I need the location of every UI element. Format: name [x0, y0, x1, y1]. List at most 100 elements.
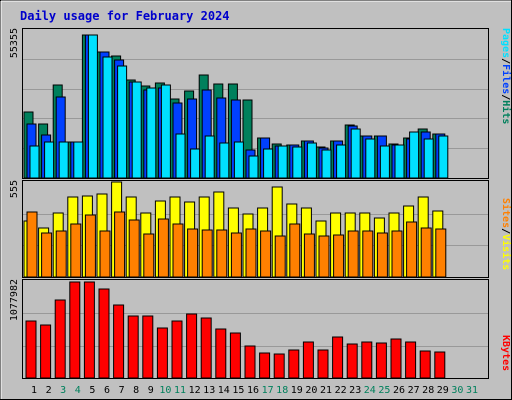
bar-pages-day-28	[423, 138, 434, 179]
bar-pages-day-8	[131, 81, 142, 179]
bar-pages-day-17	[263, 148, 274, 179]
day-label-3: 3	[60, 385, 66, 396]
day-label-14: 14	[218, 385, 230, 396]
legend-part: Hits	[500, 100, 512, 124]
bar-kbytes-day-4	[69, 281, 81, 379]
bar-kbytes-day-14	[215, 328, 227, 379]
bar-sites-day-5	[84, 214, 96, 278]
bar-sites-day-11	[172, 223, 184, 278]
day-label-26: 26	[393, 385, 405, 396]
bar-pages-day-23	[350, 128, 361, 179]
day-label-30: 30	[451, 385, 463, 396]
bar-kbytes-day-18	[273, 353, 285, 379]
bar-sites-day-23	[347, 230, 359, 278]
bar-pages-day-18	[277, 145, 288, 179]
bar-sites-day-14	[216, 229, 228, 278]
bar-sites-day-18	[274, 235, 286, 278]
day-label-23: 23	[349, 385, 361, 396]
bar-pages-day-15	[233, 141, 244, 179]
day-label-15: 15	[232, 385, 244, 396]
day-label-28: 28	[422, 385, 434, 396]
bar-pages-day-20	[306, 142, 317, 179]
bar-kbytes-day-22	[332, 336, 344, 379]
day-label-5: 5	[89, 385, 95, 396]
bar-pages-day-26	[394, 144, 405, 179]
day-label-13: 13	[203, 385, 215, 396]
day-label-8: 8	[133, 385, 139, 396]
legend-part: Sites	[500, 198, 512, 228]
bar-kbytes-day-29	[434, 351, 446, 379]
bar-kbytes-day-28	[419, 350, 431, 379]
bar-kbytes-day-6	[98, 288, 110, 379]
day-label-18: 18	[276, 385, 288, 396]
bar-sites-day-2	[41, 232, 53, 278]
bar-kbytes-day-10	[156, 327, 168, 379]
day-labels: 1 2 3 4 5 6 7 8 9 10 11 12 13 14 15 16 17 18 19 20 21 22 23 24 2…	[31, 385, 478, 396]
bar-pages-day-10	[160, 84, 171, 179]
bar-pages-day-6	[102, 56, 113, 179]
bar-sites-day-10	[157, 218, 169, 278]
bar-pages-day-11	[175, 133, 186, 179]
bar-kbytes-day-24	[361, 341, 373, 379]
bar-kbytes-day-2	[40, 324, 52, 379]
day-label-6: 6	[104, 385, 110, 396]
legend-part: KBytes	[500, 335, 511, 371]
day-label-21: 21	[320, 385, 332, 396]
bar-pages-day-22	[336, 144, 347, 179]
bars-layer	[23, 34, 488, 379]
day-label-27: 27	[408, 385, 420, 396]
visits-ymax-label: 555	[9, 180, 20, 198]
day-label-22: 22	[335, 385, 347, 396]
legend-part: Visits	[500, 234, 512, 270]
day-label-24: 24	[364, 385, 376, 396]
bar-kbytes-day-13	[200, 317, 212, 379]
day-label-10: 10	[159, 385, 171, 396]
legend-part: /	[500, 94, 511, 100]
day-label-20: 20	[305, 385, 317, 396]
bar-kbytes-day-5	[83, 281, 95, 379]
legend-sites-visits: Sites/Visits	[500, 198, 512, 270]
bar-kbytes-day-25	[375, 342, 387, 379]
day-label-29: 29	[437, 385, 449, 396]
day-label-12: 12	[189, 385, 201, 396]
bar-kbytes-day-23	[346, 343, 358, 379]
bar-kbytes-day-7	[113, 304, 125, 379]
bar-kbytes-day-26	[390, 338, 402, 379]
bar-sites-day-26	[391, 230, 403, 278]
bar-pages-day-7	[117, 65, 128, 179]
bar-kbytes-day-8	[127, 315, 139, 379]
bar-kbytes-day-21	[317, 349, 329, 379]
bar-pages-day-4	[73, 141, 84, 179]
bar-pages-day-5	[87, 34, 98, 179]
bar-sites-day-12	[187, 228, 199, 278]
bar-sites-day-22	[333, 234, 345, 278]
bar-sites-day-20	[303, 233, 315, 278]
bar-kbytes-day-1	[25, 320, 37, 379]
bar-kbytes-day-12	[186, 313, 198, 379]
day-label-4: 4	[75, 385, 81, 396]
kbytes-ymax-label: 1077982	[9, 279, 20, 321]
bar-pages-day-2	[44, 141, 55, 179]
bar-kbytes-day-19	[288, 349, 300, 379]
bar-kbytes-day-9	[142, 315, 154, 379]
bar-sites-day-9	[143, 233, 155, 278]
bar-pages-day-14	[219, 142, 230, 179]
legend-part: Files	[500, 64, 512, 94]
bar-sites-day-1	[26, 211, 38, 278]
bar-pages-day-16	[248, 155, 259, 179]
day-label-2: 2	[46, 385, 52, 396]
bar-sites-day-17	[260, 230, 272, 278]
day-label-7: 7	[119, 385, 125, 396]
bar-pages-day-9	[146, 87, 157, 179]
bar-sites-day-21	[318, 235, 330, 278]
legend-pages-files-hits: Pages/Files/Hits	[500, 28, 512, 124]
bar-pages-day-1	[29, 145, 40, 179]
bar-pages-day-19	[292, 146, 303, 179]
bar-sites-day-27	[406, 221, 418, 278]
bar-pages-day-21	[321, 149, 332, 179]
bar-sites-day-29	[435, 228, 447, 278]
day-label-16: 16	[247, 385, 259, 396]
chart-title: Daily usage for February 2024	[20, 9, 230, 23]
day-label-17: 17	[262, 385, 274, 396]
